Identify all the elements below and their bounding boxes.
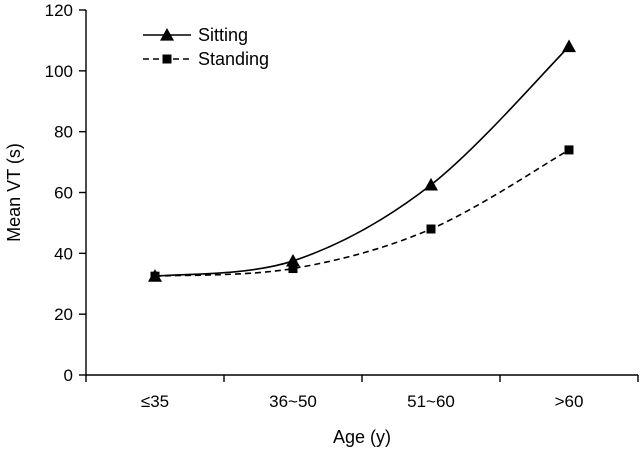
y-tick-label: 100: [45, 62, 73, 81]
y-tick-label: 80: [54, 123, 73, 142]
data-point-standing: [426, 224, 436, 234]
x-tick-label: 36~50: [269, 392, 317, 411]
series-line-standing: [154, 149, 570, 277]
x-ticks: ≤35 36~50 51~60 >60: [85, 375, 639, 411]
series-layer: [148, 39, 576, 282]
legend-label-sitting: Sitting: [198, 25, 248, 45]
y-ticks: 0 20 40 60 80 100 120: [45, 1, 86, 385]
y-tick-label: 0: [64, 366, 73, 385]
data-point-standing: [288, 264, 298, 274]
series-standing: [150, 145, 574, 281]
data-point-standing: [564, 145, 574, 155]
legend-label-standing: Standing: [198, 49, 269, 69]
y-axis-title: Mean VT (s): [4, 143, 24, 242]
series-line-sitting: [154, 45, 570, 277]
data-point-standing: [150, 271, 160, 281]
legend-marker-sitting: [160, 28, 174, 41]
y-tick-label: 60: [54, 184, 73, 203]
y-tick-label: 20: [54, 305, 73, 324]
axes: [85, 10, 638, 376]
data-point-sitting: [424, 177, 438, 191]
x-tick-label: 51~60: [407, 392, 455, 411]
x-tick-label: >60: [555, 392, 584, 411]
legend: Sitting Standing: [143, 25, 269, 69]
x-axis-title: Age (y): [333, 427, 391, 447]
data-point-sitting: [286, 253, 300, 267]
x-tick-label: ≤35: [141, 392, 169, 411]
data-point-sitting: [562, 39, 576, 53]
legend-marker-standing: [162, 54, 172, 64]
series-sitting: [148, 39, 576, 282]
y-tick-label: 120: [45, 1, 73, 20]
y-tick-label: 40: [54, 244, 73, 263]
